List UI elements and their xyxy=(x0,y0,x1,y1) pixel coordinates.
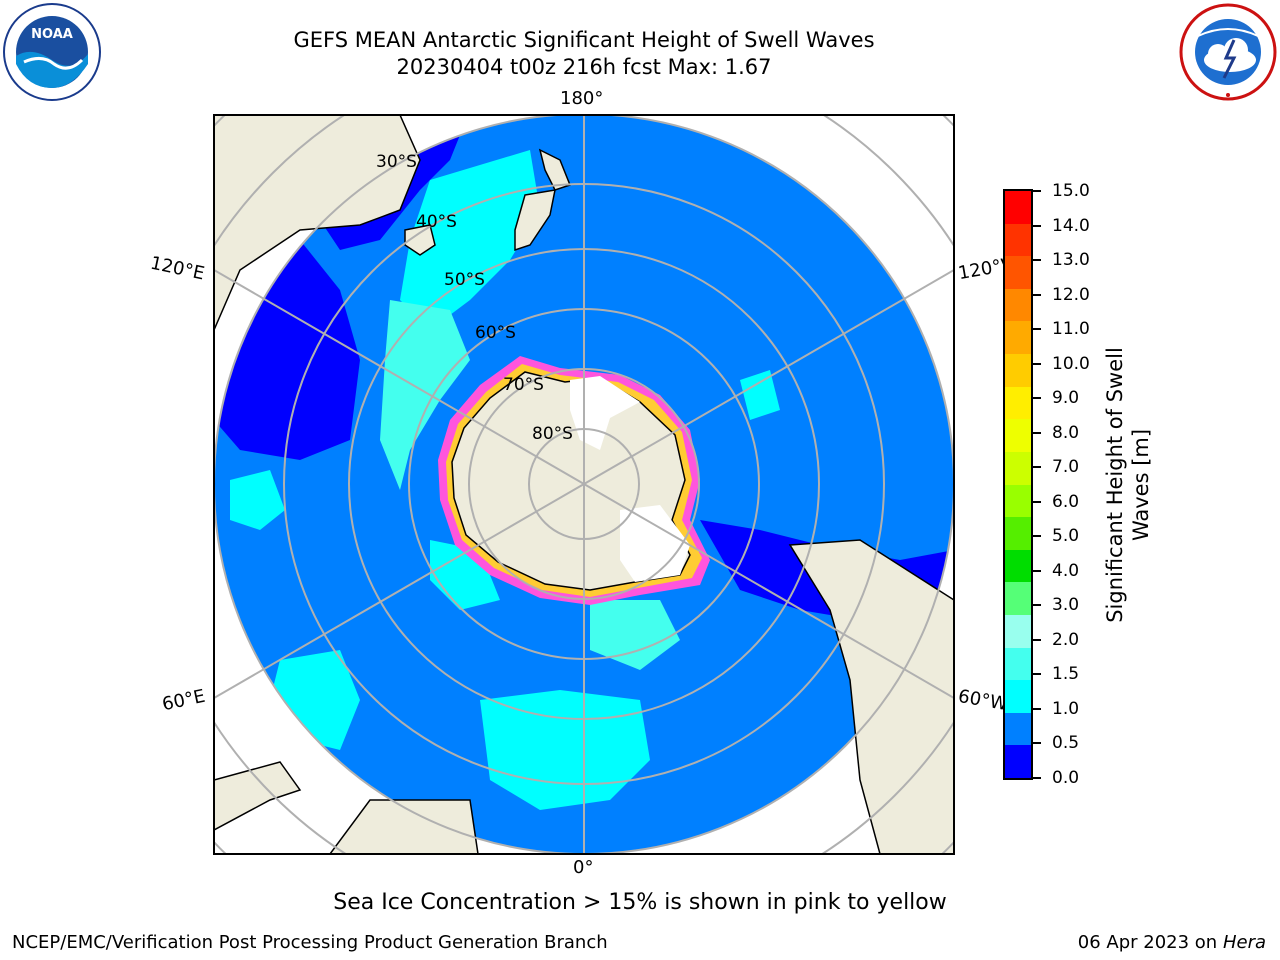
colorbar-segment xyxy=(1005,386,1031,420)
colorbar-segment xyxy=(1005,484,1031,518)
swell-1.0-1.5 xyxy=(740,370,780,420)
colorbar xyxy=(1003,189,1033,780)
colorbar-tick-mark xyxy=(1033,638,1041,641)
colorbar-label-line1: Significant Height of Swell xyxy=(1103,347,1127,623)
colorbar-tick-mark xyxy=(1033,500,1041,503)
colorbar-tick-label: 12.0 xyxy=(1052,284,1090,305)
colorbar-tick-label: 13.0 xyxy=(1052,250,1090,271)
colorbar-label: Significant Height of Swell Waves [m] xyxy=(1102,347,1154,623)
colorbar-tick-mark xyxy=(1033,466,1041,469)
colorbar-tick-mark xyxy=(1033,777,1041,779)
colorbar-tick-mark xyxy=(1033,431,1041,434)
colorbar-segment xyxy=(1005,451,1031,485)
colorbar-segment xyxy=(1005,680,1031,714)
colorbar-tick-mark xyxy=(1033,742,1041,745)
colorbar-tick-mark xyxy=(1033,707,1041,710)
colorbar-segment xyxy=(1005,419,1031,453)
graticule xyxy=(214,115,954,854)
new-zealand-north-island xyxy=(538,148,571,191)
colorbar-segment xyxy=(1005,256,1031,290)
colorbar-tick-label: 14.0 xyxy=(1052,215,1090,236)
colorbar-tick-label: 7.0 xyxy=(1052,457,1080,478)
colorbar-segment xyxy=(1005,191,1031,225)
footer-date: 06 Apr 2023 on xyxy=(1077,932,1223,953)
colorbar-segment xyxy=(1005,517,1031,551)
meridian-60e-120w xyxy=(214,269,954,699)
swell-1.0-1.5 xyxy=(480,690,650,810)
colorbar-tick-label: 10.0 xyxy=(1052,353,1090,374)
colorbar-tick-label: 1.0 xyxy=(1052,698,1080,719)
lat-label-50s: 50°S xyxy=(444,270,485,290)
sea-ice-note: Sea Ice Concentration > 15% is shown in … xyxy=(333,890,947,915)
colorbar-segment xyxy=(1005,288,1031,322)
colorbar-tick-label: 6.0 xyxy=(1052,491,1080,512)
colorbar-segment xyxy=(1005,647,1031,681)
colorbar-tick-mark xyxy=(1033,259,1041,262)
colorbar-tick-mark xyxy=(1033,673,1041,676)
noaa-logo-icon: NOAA xyxy=(3,3,101,101)
colorbar-tick-label: 11.0 xyxy=(1052,319,1090,340)
colorbar-label-line2: Waves [m] xyxy=(1129,428,1153,542)
ross-ice-shelf xyxy=(570,376,640,450)
footer-machine: Hera xyxy=(1222,932,1266,953)
colorbar-tick-mark xyxy=(1033,569,1041,572)
colorbar-tick-mark xyxy=(1033,224,1041,227)
madagascar-land xyxy=(214,761,302,831)
lon-label-180: 180° xyxy=(560,88,604,109)
colorbar-tick-label: 4.0 xyxy=(1052,560,1080,581)
lat-label-60s: 60°S xyxy=(475,323,516,343)
colorbar-tick-label: 0.5 xyxy=(1052,733,1080,754)
colorbar-tick-mark xyxy=(1033,328,1041,331)
lat-label-30s: 30°S xyxy=(376,152,417,172)
colorbar-segment xyxy=(1005,745,1031,779)
swell-1.0-1.5 xyxy=(380,300,470,490)
lat-label-80s: 80°S xyxy=(532,424,573,444)
colorbar-tick-mark xyxy=(1033,604,1041,607)
swell-1.0-1.5 xyxy=(590,600,680,670)
colorbar-segment xyxy=(1005,582,1031,616)
colorbar-tick-mark xyxy=(1033,535,1041,538)
lon-label-0: 0° xyxy=(573,857,594,878)
colorbar-tick-mark xyxy=(1033,362,1041,365)
colorbar-tick-label: 1.5 xyxy=(1052,664,1080,685)
lat-label-70s: 70°S xyxy=(503,375,544,395)
chart-title: GEFS MEAN Antarctic Significant Height o… xyxy=(293,28,875,52)
colorbar-tick-label: 15.0 xyxy=(1052,181,1090,201)
nws-logo-icon xyxy=(1179,3,1277,101)
colorbar-tick-label: 8.0 xyxy=(1052,422,1080,443)
map-frame xyxy=(213,114,955,855)
new-zealand-south-island xyxy=(514,189,556,252)
colorbar-tick-label: 2.0 xyxy=(1052,629,1080,650)
lat-label-40s: 40°S xyxy=(416,212,457,232)
colorbar-tick-label: 3.0 xyxy=(1052,595,1080,616)
colorbar-tick-label: 5.0 xyxy=(1052,526,1080,547)
colorbar-segment xyxy=(1005,354,1031,388)
colorbar-segment xyxy=(1005,614,1031,649)
footer-left: NCEP/EMC/Verification Post Processing Pr… xyxy=(12,932,608,953)
colorbar-tick-mark xyxy=(1033,293,1041,296)
chart-subtitle: 20230404 t00z 216h fcst Max: 1.67 xyxy=(396,55,772,79)
colorbar-segment xyxy=(1005,321,1031,355)
colorbar-segment xyxy=(1005,223,1031,257)
swell-1.0-1.5 xyxy=(230,470,285,530)
colorbar-segment xyxy=(1005,549,1031,583)
noaa-logo-text: NOAA xyxy=(31,27,73,42)
footer-right: 06 Apr 2023 on Hera xyxy=(1078,932,1266,953)
colorbar-tick-mark xyxy=(1033,397,1041,400)
colorbar-tick-mark xyxy=(1033,190,1041,192)
colorbar-segment xyxy=(1005,712,1031,746)
colorbar-tick-label: 0.0 xyxy=(1052,768,1080,788)
weddell-ice-shelf xyxy=(620,505,690,582)
colorbar-tick-label: 9.0 xyxy=(1052,388,1080,409)
